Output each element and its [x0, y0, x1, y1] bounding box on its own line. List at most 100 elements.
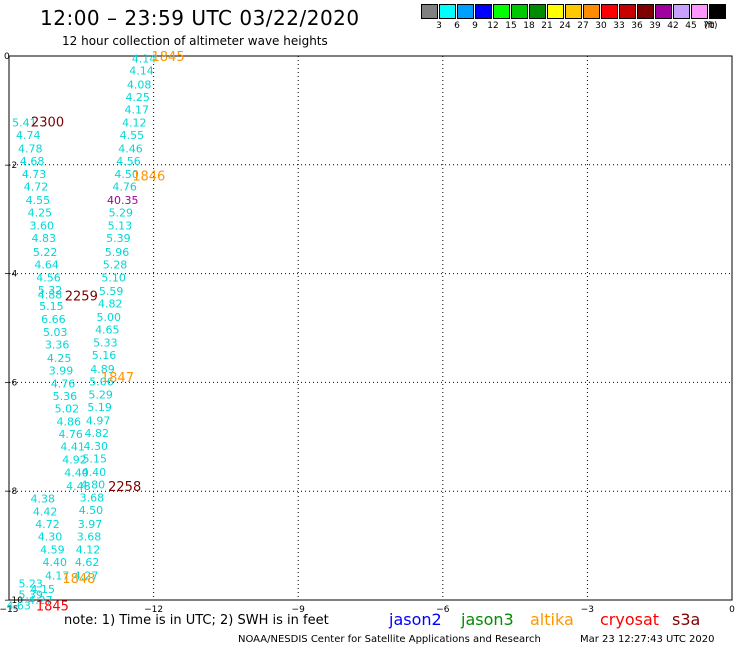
colorbar-label: 18: [523, 21, 535, 31]
x-tick-label: −9: [292, 605, 306, 615]
pass-time-label: 2258: [108, 480, 141, 495]
colorbar-label: 9: [472, 21, 478, 31]
wave-height-point: 5.15: [83, 453, 108, 466]
wave-height-point: 4.42: [33, 505, 58, 518]
wave-height-point: 5.03: [43, 326, 68, 339]
colorbar-swatch: [583, 4, 600, 19]
wave-height-point: 4.72: [24, 181, 49, 194]
wave-height-point: 4.88: [38, 288, 63, 301]
wave-height-point: 5.41: [12, 116, 37, 129]
wave-height-point: 3.97: [78, 518, 103, 531]
colorbar-swatch: [691, 4, 708, 19]
wave-height-point: 4.30: [84, 440, 109, 453]
plot-frame: [8, 55, 733, 601]
wave-height-point: 5.36: [53, 390, 78, 403]
pass-time-label: 1847: [101, 371, 134, 386]
x-tick-label: 0: [729, 605, 735, 615]
colorbar-label: 39: [649, 21, 661, 31]
wave-height-point: 4.40: [82, 466, 107, 479]
y-tick-label: −6: [4, 378, 18, 388]
wave-height-point: 5.13: [108, 220, 133, 233]
colorbar-swatch: [601, 4, 618, 19]
satellite-cryosat: cryosat: [600, 610, 660, 629]
wave-height-point: 5.15: [39, 300, 64, 313]
colorbar-swatch: [547, 4, 564, 19]
wave-height-point: 4.27: [28, 594, 53, 607]
colorbar-label: 27: [577, 21, 589, 31]
credit-text: NOAA/NESDIS Center for Satellite Applica…: [238, 634, 541, 645]
satellite-altika: altika: [530, 610, 574, 629]
pass-time-label: 2259: [65, 289, 98, 304]
wave-height-point: 5.29: [88, 388, 113, 401]
wave-height-point: 4.08: [127, 78, 152, 91]
wave-height-point: 4.74: [16, 129, 41, 142]
wave-height-point: 4.76: [112, 181, 137, 194]
wave-height-point: 4.72: [35, 518, 60, 531]
colorbar-label: 15: [505, 21, 517, 31]
wave-height-point: 4.14: [132, 53, 157, 66]
wave-height-point: 4.46: [118, 142, 143, 155]
wave-height-point: 5.10: [101, 271, 126, 284]
y-tick-label: −2: [4, 161, 17, 171]
wave-height-point: 4.15: [30, 583, 55, 596]
wave-height-point: 5.29: [109, 207, 134, 220]
wave-height-point: 4.50: [114, 168, 139, 181]
colorbar-label: 3: [436, 21, 442, 31]
wave-height-point: 5.19: [87, 401, 112, 414]
satellite-jason3: jason3: [461, 610, 514, 629]
wave-height-point: 4.50: [79, 504, 104, 517]
colorbar-label: 12: [487, 21, 499, 31]
wave-height-point: 4.56: [36, 271, 61, 284]
wave-height-point: 4.40: [64, 467, 89, 480]
wave-height-point: 4.38: [30, 492, 55, 505]
wave-height-point: 5.23: [18, 578, 43, 591]
wave-height-point: 4.59: [40, 543, 65, 556]
wave-height-point: 5.33: [93, 337, 118, 350]
wave-height-point: 4.89: [90, 363, 115, 376]
wave-height-point: 4.63: [6, 599, 31, 612]
colorbar-swatch: [529, 4, 546, 19]
colorbar-label: 6: [454, 21, 460, 31]
colorbar-swatch: [565, 4, 582, 19]
wave-height-point: 4.12: [122, 116, 147, 129]
wave-height-point: 3.68: [80, 492, 105, 505]
chart-subtitle: 12 hour collection of altimeter wave hei…: [62, 34, 328, 48]
wave-height-point: 4.83: [31, 232, 56, 245]
pass-time-label: 1848: [62, 572, 95, 587]
wave-height-point: 40.35: [107, 194, 139, 207]
wave-height-point: 4.82: [84, 427, 109, 440]
x-tick-label: −3: [581, 605, 594, 615]
wave-height-point: 4.64: [34, 258, 59, 271]
colorbar-swatch: [457, 4, 474, 19]
colorbar-label: 36: [631, 21, 643, 31]
wave-height-point: 4.76: [51, 377, 76, 390]
timestamp-text: Mar 23 12:27:43 UTC 2020: [580, 634, 715, 645]
wave-height-point: 4.76: [58, 428, 83, 441]
wave-height-point: 4.12: [76, 543, 101, 556]
wave-height-point: 4.40: [43, 556, 68, 569]
colorbar-label: 21: [541, 21, 553, 31]
colorbar-label: 30: [595, 21, 607, 31]
wave-height-point: 4.17: [124, 103, 149, 116]
wave-height-point: 4.97: [86, 414, 111, 427]
note-text: note: 1) Time is in UTC; 2) SWH is in fe…: [64, 613, 329, 628]
colorbar-swatch: [673, 4, 690, 19]
wave-height-point: 4.55: [26, 194, 51, 207]
wave-height-point: 5.32: [38, 284, 63, 297]
colorbar-swatch: [619, 4, 636, 19]
wave-height-point: 4.14: [129, 65, 154, 78]
wave-height-point: 5.02: [55, 403, 80, 416]
pass-time-label: 1845: [152, 50, 185, 65]
wave-height-point: 5.06: [89, 375, 114, 388]
wave-height-point: 3.60: [30, 220, 55, 233]
wave-height-point: 3.36: [45, 338, 70, 351]
wave-height-point: 4.92: [62, 454, 87, 467]
chart-title: 12:00 – 23:59 UTC 03/22/2020: [40, 6, 360, 30]
x-tick-label: −15: [0, 605, 19, 615]
wave-height-point: 4.65: [95, 324, 120, 337]
colorbar-label: 24: [559, 21, 571, 31]
colorbar-label: 33: [613, 21, 625, 31]
satellite-s3a: s3a: [672, 610, 701, 629]
wave-height-point: 4.82: [98, 298, 123, 311]
pass-time-label: 2300: [31, 115, 64, 130]
